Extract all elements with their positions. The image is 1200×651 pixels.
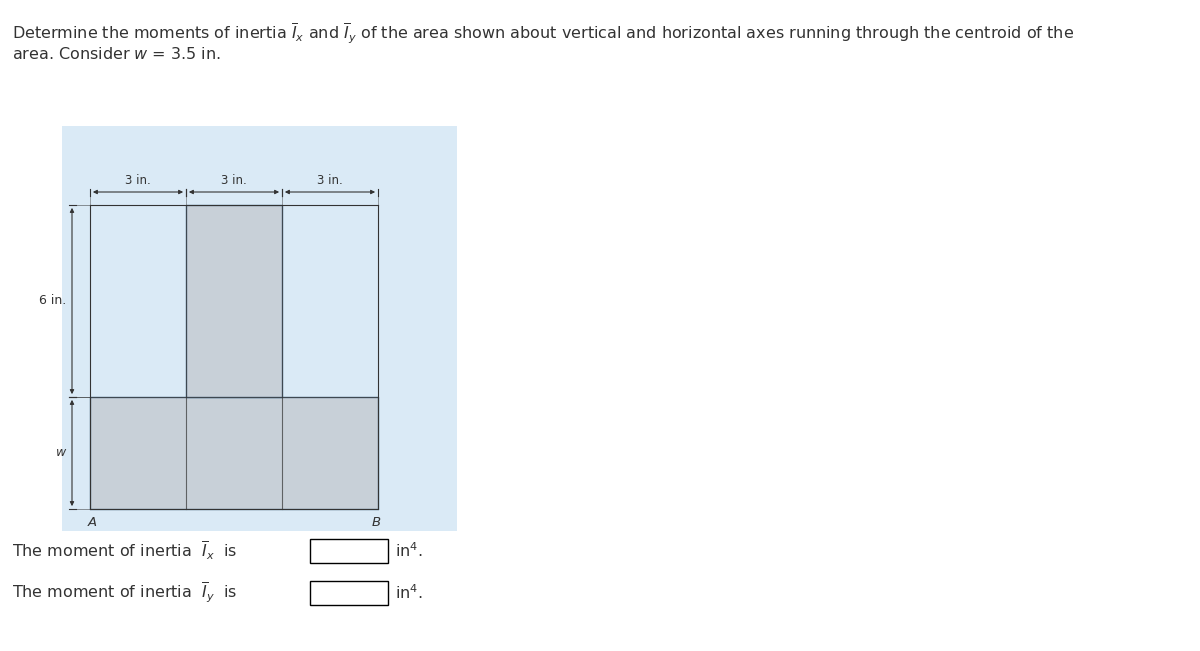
Bar: [310, 581, 388, 605]
Text: in$^{4}$.: in$^{4}$.: [395, 584, 422, 602]
Text: 3 in.: 3 in.: [221, 174, 247, 187]
Text: 6 in.: 6 in.: [38, 294, 66, 307]
Bar: [90, 397, 378, 509]
Text: 3 in.: 3 in.: [125, 174, 151, 187]
Bar: [310, 539, 388, 563]
Text: w: w: [55, 447, 66, 460]
Text: Determine the moments of inertia $\overline{I}_{x}$ and $\overline{I}_{y}$ of th: Determine the moments of inertia $\overl…: [12, 21, 1074, 46]
Bar: [186, 205, 282, 397]
Text: B: B: [372, 516, 380, 529]
Text: in$^{4}$.: in$^{4}$.: [395, 542, 422, 561]
Text: 3 in.: 3 in.: [317, 174, 343, 187]
Text: The moment of inertia  $\overline{I}_{x}$  is: The moment of inertia $\overline{I}_{x}$…: [12, 540, 238, 562]
Text: The moment of inertia  $\overline{I}_{y}$  is: The moment of inertia $\overline{I}_{y}$…: [12, 581, 238, 605]
Text: area. Consider $w$ = 3.5 in.: area. Consider $w$ = 3.5 in.: [12, 46, 221, 62]
Bar: [62, 126, 457, 531]
Text: A: A: [88, 516, 96, 529]
